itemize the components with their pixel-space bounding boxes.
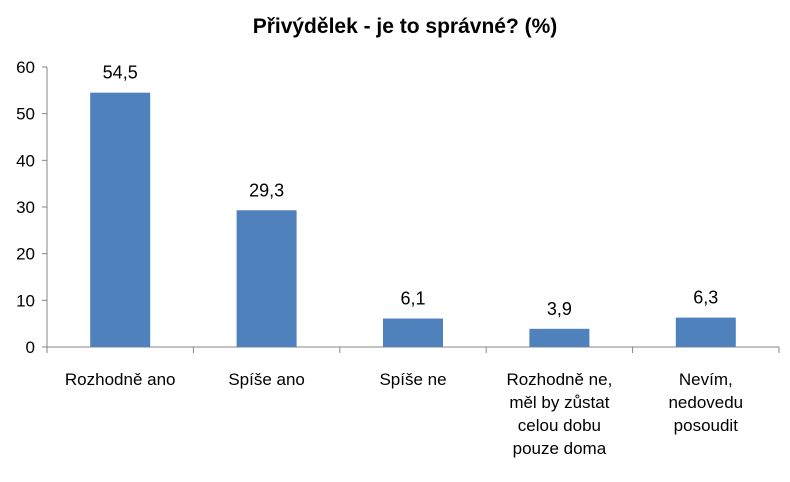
- data-label: 3,9: [547, 299, 572, 319]
- category-label: Spíše ano: [228, 370, 305, 389]
- data-label: 6,1: [400, 289, 425, 309]
- category-label-line: Rozhodně ano: [65, 370, 176, 389]
- data-label: 29,3: [249, 180, 284, 200]
- category-label-line: měl by zůstat: [509, 393, 609, 412]
- y-tick-label: 10: [16, 291, 35, 310]
- bar: [90, 92, 151, 348]
- category-label-line: Nevím,: [679, 370, 733, 389]
- axes: 0 10 20 30 40 50 60: [16, 58, 780, 357]
- data-label: 6,3: [693, 288, 718, 308]
- category-label: Spíše ne: [379, 370, 446, 389]
- category-label: Rozhodně ano: [65, 370, 176, 389]
- data-label: 54,5: [103, 63, 138, 83]
- category-label: Nevím, nedovedu posoudit: [668, 370, 743, 435]
- bar: [383, 318, 443, 347]
- y-tick-label: 60: [16, 58, 35, 77]
- bar: [675, 317, 736, 347]
- y-tick-label: 20: [16, 245, 35, 264]
- y-tick-label: 50: [16, 105, 35, 124]
- labels: 54,5 Rozhodně ano 29,3 Spíše ano 6,1 Spíše ne…: [65, 63, 743, 458]
- bar: [529, 328, 590, 347]
- bars: [90, 92, 736, 348]
- category-label-line: pouze doma: [513, 439, 607, 458]
- y-tick-label: 30: [16, 198, 35, 217]
- bar: [236, 210, 297, 347]
- category-label-line: Spíše ano: [228, 370, 305, 389]
- category-label-line: nedovedu: [668, 393, 743, 412]
- category-label-line: Spíše ne: [379, 370, 446, 389]
- y-tick-label: 0: [26, 338, 35, 357]
- category-label-line: Rozhodně ne,: [506, 370, 612, 389]
- y-tick-label: 40: [16, 151, 35, 170]
- category-label: Rozhodně ne, měl by zůstat celou dobu pouze…: [506, 370, 612, 458]
- category-label-line: celou dobu: [518, 416, 601, 435]
- chart-title: Přivýdělek - je to správné? (%): [253, 15, 558, 38]
- category-label-line: posoudit: [674, 416, 739, 435]
